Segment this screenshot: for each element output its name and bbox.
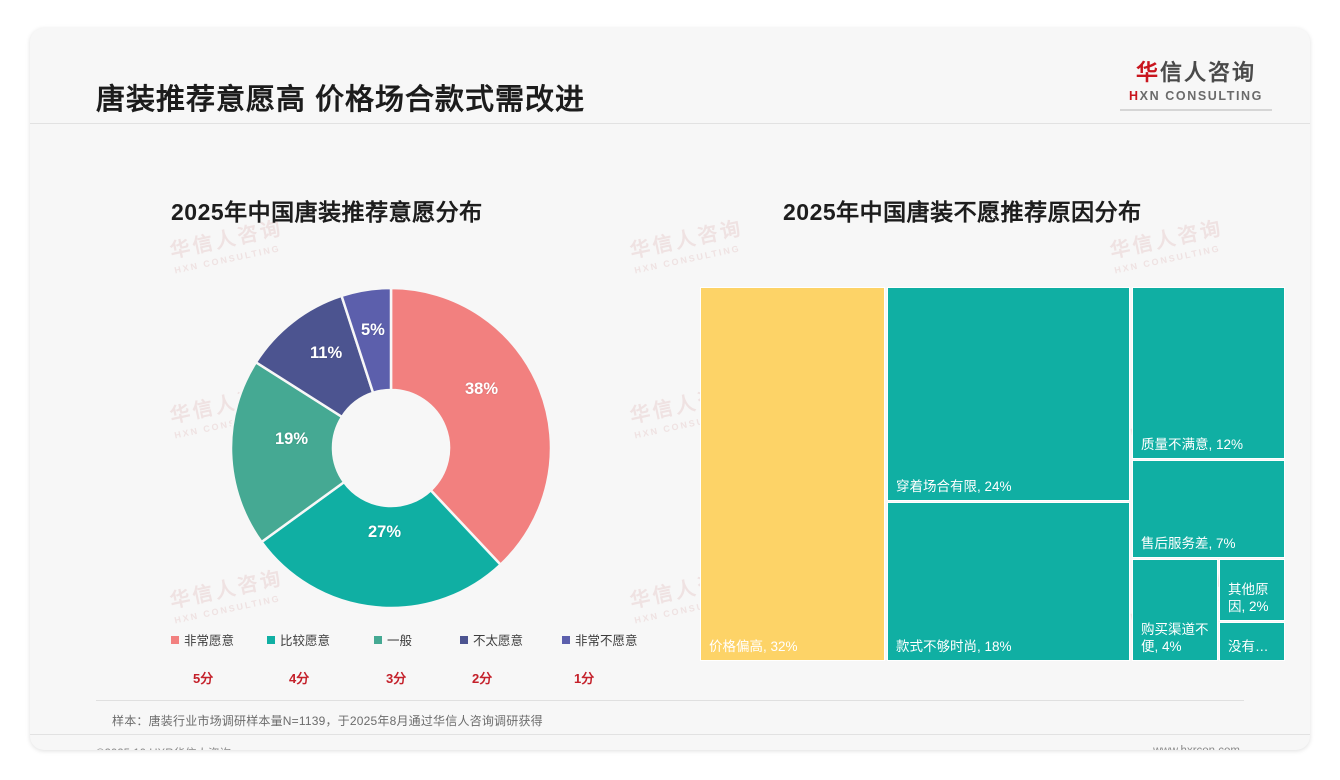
legend-item[interactable]: 非常不愿意 — [562, 630, 638, 650]
legend-item[interactable]: 一般 — [374, 630, 412, 650]
logo-cn-accent: 华 — [1135, 60, 1160, 85]
treemap-cell[interactable]: 质量不满意, 12% — [1132, 287, 1285, 459]
legend-label: 一般 — [387, 634, 413, 648]
legend-swatch-icon — [374, 636, 382, 644]
treemap-cell[interactable]: 穿着场合有限, 24% — [887, 287, 1130, 501]
legend-label: 非常愿意 — [184, 634, 235, 648]
donut-slice-label: 38% — [465, 380, 499, 398]
legend-score-label: 2分 — [472, 671, 493, 686]
treemap-cell[interactable]: 购买渠道不便, 4% — [1132, 559, 1218, 661]
treemap-cell-label: 款式不够时尚, 18% — [896, 639, 1012, 654]
watermark-line-2: HXN CONSULTING — [1113, 243, 1222, 276]
legend-item[interactable]: 不太愿意 — [460, 630, 523, 650]
sample-footnote: 样本：唐装行业市场调研样本量N=1139，于2025年8月通过华信人咨询调研获得 — [112, 714, 543, 728]
legend-swatch-icon — [267, 636, 275, 644]
page-title: 唐装推荐意愿高 价格场合款式需改进 — [96, 84, 586, 116]
treemap-cell-label: 价格偏高, 32% — [709, 639, 798, 654]
legend-score-label: 4分 — [289, 671, 310, 686]
donut-legend: 非常愿意 5分 比较愿意 4分 一般 3分 不太愿意 2分 非常不愿意 1分 — [171, 630, 671, 690]
footnote-divider — [96, 700, 1244, 701]
treemap-cell-label: 没有… — [1228, 639, 1269, 654]
treemap-cell[interactable]: 其他原因, 2% — [1219, 559, 1285, 621]
watermark-line-2: HXN CONSULTING — [633, 243, 742, 276]
donut-svg — [229, 286, 553, 610]
legend-swatch-icon — [460, 636, 468, 644]
left-chart-title: 2025年中国唐装推荐意愿分布 — [171, 199, 483, 225]
treemap-cell[interactable]: 价格偏高, 32% — [700, 287, 885, 661]
donut-slice-label: 5% — [361, 321, 385, 339]
treemap-cell[interactable]: 没有… — [1219, 622, 1285, 661]
donut-slice[interactable] — [229, 360, 346, 544]
legend-score: 2分 — [472, 668, 492, 688]
donut-slice-label: 11% — [310, 344, 343, 362]
legend-score-label: 3分 — [386, 671, 407, 686]
legend-score: 1分 — [574, 668, 594, 688]
logo-cn-rest: 信人咨询 — [1160, 60, 1257, 85]
legend-score: 3分 — [386, 668, 406, 688]
donut-slice[interactable] — [339, 286, 393, 395]
footer-website: www.hxrcon.com — [1153, 745, 1240, 750]
treemap-cell-label: 其他原因, 2% — [1228, 582, 1269, 614]
donut-slice-label: 19% — [275, 430, 309, 448]
slide-header: 唐装推荐意愿高 价格场合款式需改进 华信人咨询 HXN CONSULTING — [30, 28, 1310, 124]
watermark-line-1: 华信人咨询 — [628, 217, 746, 263]
treemap-cell-label: 售后服务差, 7% — [1141, 536, 1236, 551]
treemap-cell[interactable]: 售后服务差, 7% — [1132, 460, 1285, 558]
legend-item[interactable]: 比较愿意 — [267, 630, 330, 650]
treemap-cell[interactable]: 款式不够时尚, 18% — [887, 502, 1130, 661]
treemap-cell-label: 购买渠道不便, 4% — [1141, 622, 1209, 654]
legend-swatch-icon — [562, 636, 570, 644]
legend-score: 4分 — [289, 668, 309, 688]
legend-label: 比较愿意 — [280, 634, 331, 648]
logo-chinese-text: 华信人咨询 — [1120, 60, 1272, 86]
recommendation-willingness-donut-chart: 38% 27% 19% 11% 5% — [186, 278, 596, 623]
company-logo: 华信人咨询 HXN CONSULTING — [1120, 60, 1272, 111]
legend-score-label: 5分 — [193, 671, 214, 686]
legend-score-label: 1分 — [574, 671, 595, 686]
treemap-cell-label: 穿着场合有限, 24% — [896, 479, 1012, 494]
watermark-line-2: HXN CONSULTING — [173, 243, 282, 276]
unwilling-reasons-treemap-chart: 价格偏高, 32% 穿着场合有限, 24% 款式不够时尚, 18% 质量不满意, 12… — [700, 287, 1285, 661]
right-chart-title: 2025年中国唐装不愿推荐原因分布 — [783, 199, 1142, 225]
donut-slice-label: 27% — [368, 523, 402, 541]
footer-copyright: ©2025.10 HXR华信人咨询 — [96, 745, 231, 750]
logo-underline — [1120, 109, 1272, 111]
slide-canvas: 唐装推荐意愿高 价格场合款式需改进 华信人咨询 HXN CONSULTING 华… — [30, 28, 1310, 750]
legend-label: 不太愿意 — [473, 634, 524, 648]
legend-item[interactable]: 非常愿意 — [171, 630, 234, 650]
donut-slice[interactable] — [259, 480, 503, 610]
logo-en-rest: XN CONSULTING — [1139, 89, 1263, 103]
legend-label: 非常不愿意 — [575, 634, 638, 648]
logo-english-text: HXN CONSULTING — [1120, 89, 1272, 103]
legend-swatch-icon — [171, 636, 179, 644]
logo-en-accent: H — [1129, 89, 1140, 103]
legend-score: 5分 — [193, 668, 213, 688]
treemap-cell-label: 质量不满意, 12% — [1141, 437, 1244, 452]
footer-divider — [30, 734, 1310, 735]
donut-slice[interactable] — [389, 286, 553, 567]
